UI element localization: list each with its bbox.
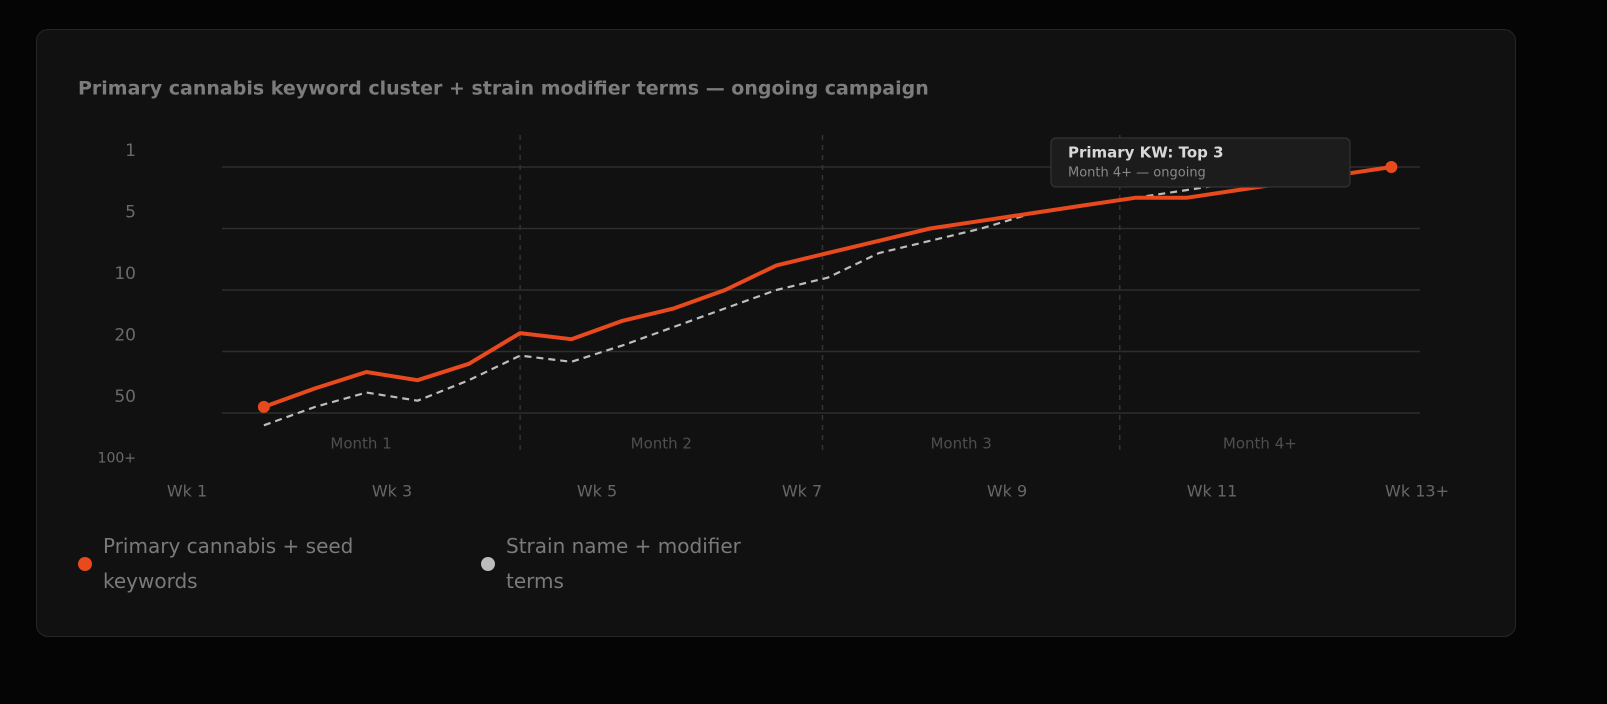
tooltip-title: Primary KW: Top 3: [1068, 144, 1224, 162]
tooltip: Primary KW: Top 3 Month 4+ — ongoing: [1050, 137, 1351, 188]
x-tick-label: Wk 7: [782, 482, 822, 501]
legend-label: Primary cannabis + seed keywords: [103, 534, 354, 593]
y-tick-label: 5: [125, 203, 136, 223]
y-tick-label: 50: [114, 387, 136, 407]
tooltip-text: Month 4+ — ongoing: [1068, 166, 1206, 181]
y-tick-label: 100+: [98, 451, 136, 467]
chart-title: Primary cannabis keyword cluster + strai…: [78, 78, 929, 100]
legend-label: Strain name + modifier terms: [506, 534, 741, 593]
x-tick-label: Wk 3: [372, 482, 412, 501]
legend-item: Strain name + modifier terms: [481, 529, 884, 599]
month-label: Month 3: [930, 435, 991, 453]
series-line: [263, 165, 1392, 409]
end-marker: [1385, 161, 1398, 173]
x-tick-label: Wk 13+: [1385, 482, 1449, 501]
y-tick-label: 20: [114, 326, 136, 346]
x-tick-label: Wk 9: [987, 482, 1027, 501]
legend-swatch: [78, 557, 92, 571]
chart-card: [36, 29, 1516, 637]
series-line: [263, 165, 1392, 427]
y-tick-label: 10: [114, 264, 136, 284]
month-label: Month 1: [330, 435, 391, 453]
legend-item: Primary cannabis + seed keywords: [78, 529, 481, 599]
x-tick-label: Wk 5: [577, 482, 617, 501]
tooltip-box: [1050, 137, 1351, 188]
x-tick-label: Wk 11: [1187, 482, 1238, 501]
month-label: Month 4+: [1223, 435, 1297, 453]
y-tick-label: 1: [125, 141, 136, 161]
legend-swatch: [481, 557, 495, 571]
month-label: Month 2: [631, 435, 692, 453]
legend: Primary cannabis + seed keywords Strain n…: [78, 529, 884, 599]
x-tick-label: Wk 1: [167, 482, 207, 501]
end-marker: [257, 400, 270, 413]
